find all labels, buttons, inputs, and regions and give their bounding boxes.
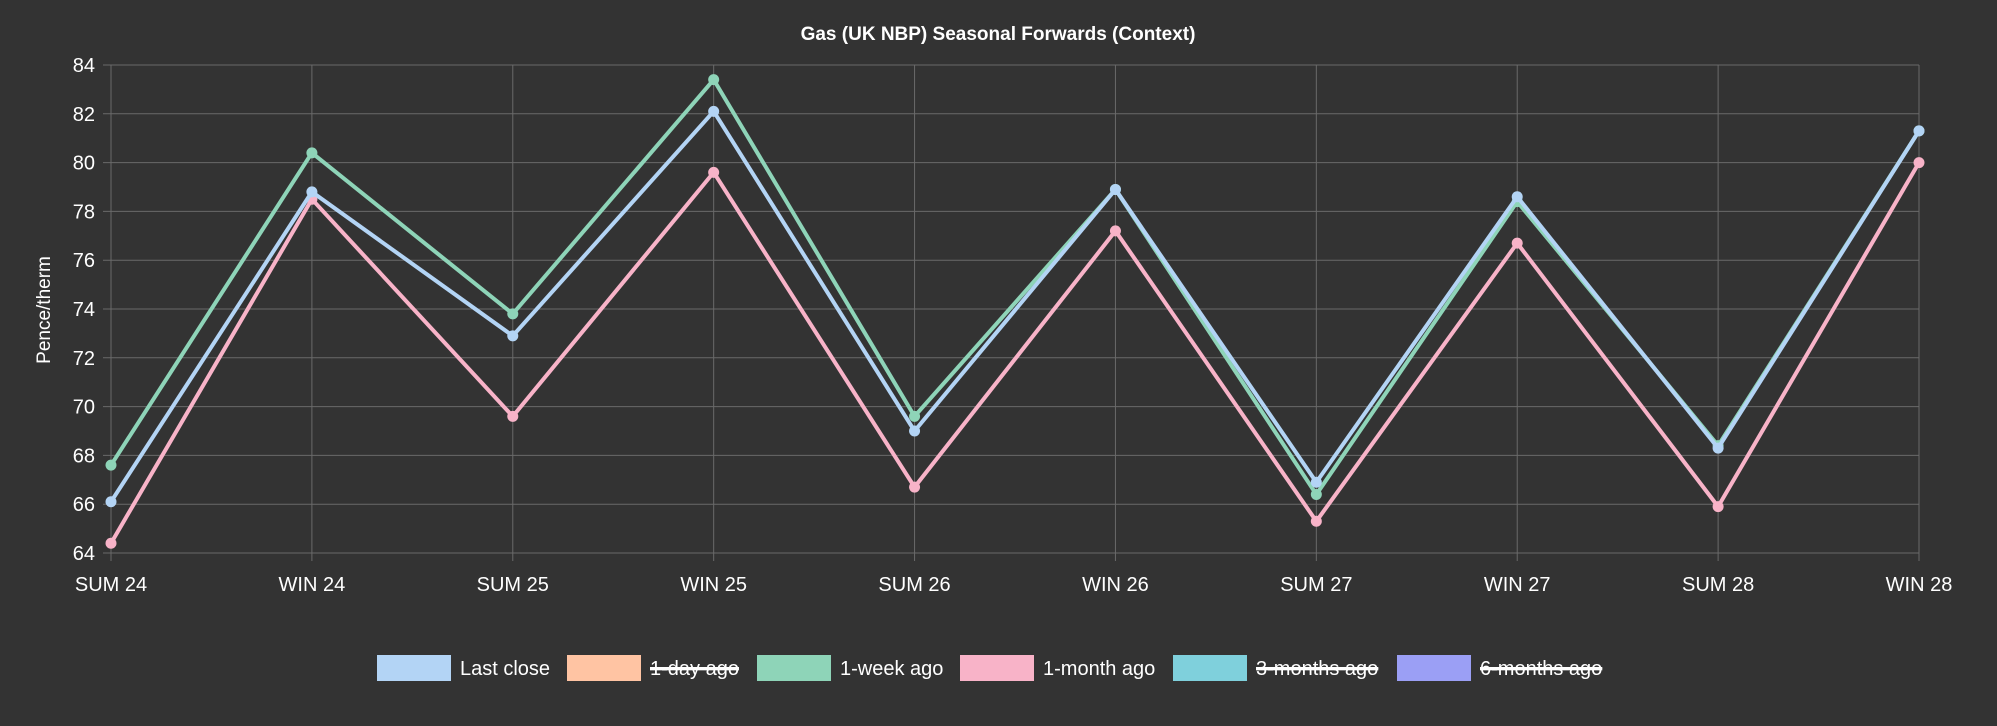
- y-tick-label: 66: [73, 494, 95, 516]
- data-point[interactable]: [1310, 515, 1322, 527]
- chart-title: Gas (UK NBP) Seasonal Forwards (Context): [801, 24, 1196, 45]
- y-tick-label: 70: [73, 397, 95, 419]
- data-point[interactable]: [1109, 183, 1121, 195]
- y-axis-ticks: 64 66 68 70 72 74 76 78 80 82 84: [73, 55, 95, 565]
- legend-item-1-month-ago[interactable]: 1-month ago: [960, 655, 1155, 681]
- legend-label: 1-month ago: [1043, 658, 1155, 680]
- legend-label: 1-week ago: [840, 658, 943, 680]
- data-point[interactable]: [909, 481, 921, 493]
- y-tick-label: 64: [73, 543, 95, 565]
- data-point[interactable]: [105, 537, 117, 549]
- x-tick-label: SUM 26: [878, 574, 950, 596]
- y-tick-label: 76: [73, 250, 95, 272]
- x-tick-label: WIN 24: [279, 574, 346, 596]
- y-tick-label: 74: [73, 299, 95, 321]
- data-point[interactable]: [105, 496, 117, 508]
- x-tick-label: SUM 28: [1682, 574, 1754, 596]
- data-point[interactable]: [909, 410, 921, 422]
- series-1-month-ago: [105, 157, 1925, 549]
- series-last-close: [105, 105, 1925, 508]
- series-line: [109, 161, 1921, 545]
- x-tick-label: WIN 26: [1082, 574, 1149, 596]
- legend-item-last-close[interactable]: Last close: [377, 655, 550, 681]
- x-tick-label: SUM 25: [477, 574, 549, 596]
- legend-swatch: [960, 655, 1034, 681]
- data-point[interactable]: [708, 105, 720, 117]
- y-tick-label: 84: [73, 55, 95, 77]
- data-point[interactable]: [708, 166, 720, 178]
- legend-swatch: [567, 655, 641, 681]
- x-axis-ticks: SUM 24 WIN 24 SUM 25 WIN 25 SUM 26 WIN 26 SUM …: [75, 574, 1952, 596]
- data-point[interactable]: [708, 74, 720, 86]
- y-axis-label: Pence/therm: [34, 256, 55, 364]
- data-point[interactable]: [1712, 442, 1724, 454]
- legend-item-3-months-ago[interactable]: 3-months ago: [1173, 655, 1379, 681]
- data-point[interactable]: [1310, 476, 1322, 488]
- legend-swatch: [1173, 655, 1247, 681]
- x-tick-label: SUM 24: [75, 574, 147, 596]
- legend-item-6-months-ago[interactable]: 6-months ago: [1397, 655, 1603, 681]
- x-tick-label: SUM 27: [1280, 574, 1352, 596]
- data-point[interactable]: [909, 425, 921, 437]
- y-tick-label: 80: [73, 153, 95, 175]
- data-point[interactable]: [1712, 501, 1724, 513]
- series-1-week-ago: [105, 74, 1925, 500]
- legend-item-1-day-ago[interactable]: 1-day ago: [567, 655, 739, 681]
- data-point[interactable]: [105, 459, 117, 471]
- data-point[interactable]: [507, 308, 519, 320]
- legend-item-1-week-ago[interactable]: 1-week ago: [757, 655, 943, 681]
- legend-label: Last close: [460, 658, 550, 680]
- data-point[interactable]: [507, 410, 519, 422]
- x-tick-label: WIN 25: [680, 574, 747, 596]
- legend-swatch: [1397, 655, 1471, 681]
- data-point[interactable]: [1109, 225, 1121, 237]
- data-point[interactable]: [306, 147, 318, 159]
- y-tick-label: 78: [73, 201, 95, 223]
- plot-area: [105, 74, 1925, 549]
- data-point[interactable]: [1913, 125, 1925, 137]
- y-tick-label: 72: [73, 348, 95, 370]
- y-tick-label: 82: [73, 104, 95, 126]
- data-point[interactable]: [1511, 191, 1523, 203]
- x-tick-label: WIN 28: [1886, 574, 1953, 596]
- data-point[interactable]: [1310, 488, 1322, 500]
- legend-swatch: [757, 655, 831, 681]
- series-line: [109, 109, 1921, 503]
- legend-swatch: [377, 655, 451, 681]
- data-point[interactable]: [306, 186, 318, 198]
- data-point[interactable]: [1913, 157, 1925, 169]
- legend: Last close 1-day ago 1-week ago 1-month ago…: [377, 655, 1603, 681]
- series-line: [109, 77, 1921, 497]
- y-tick-label: 68: [73, 445, 95, 467]
- x-tick-label: WIN 27: [1484, 574, 1551, 596]
- data-point[interactable]: [1511, 237, 1523, 249]
- data-point[interactable]: [507, 330, 519, 342]
